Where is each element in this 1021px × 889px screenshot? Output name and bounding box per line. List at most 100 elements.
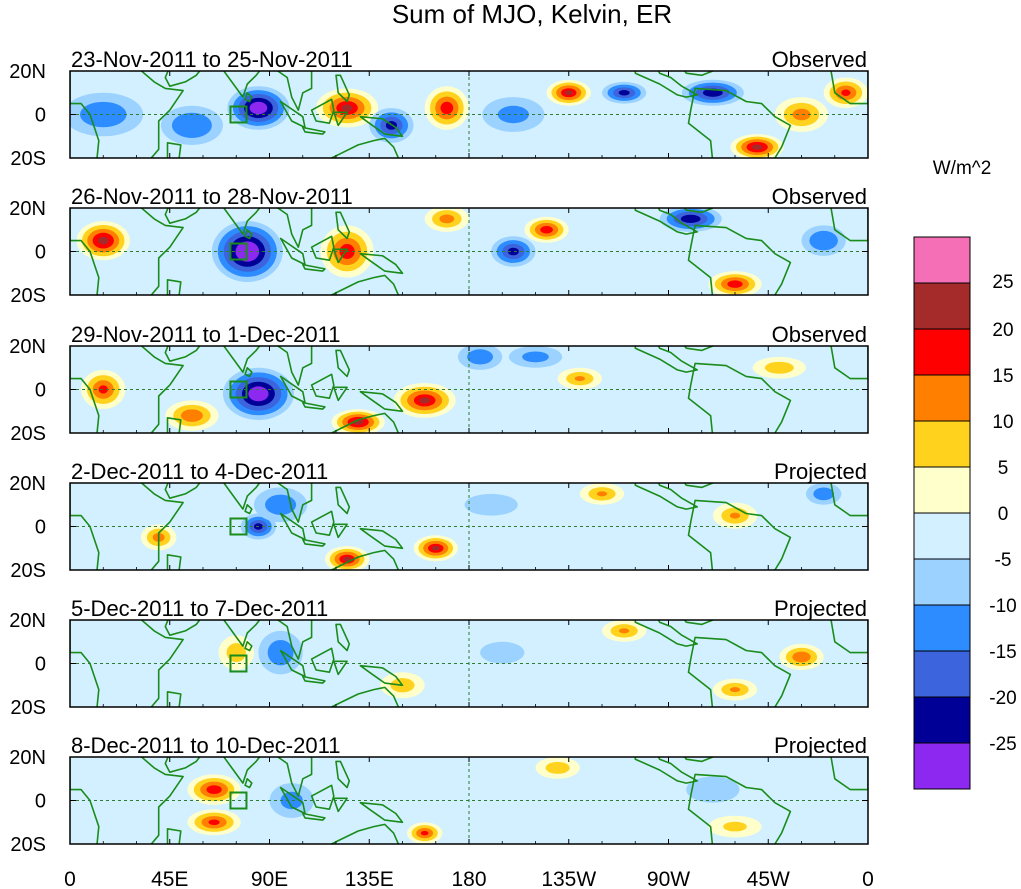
anomaly-cell (792, 108, 811, 121)
coastline (830, 346, 868, 380)
anomaly-cell (686, 776, 740, 803)
y-tick-label: 0 (35, 654, 46, 676)
anomaly-cell (420, 830, 429, 836)
coastline (276, 620, 313, 660)
coastline (310, 647, 335, 674)
panel-status: Observed (772, 322, 867, 347)
x-tick-label: 0 (862, 868, 874, 889)
colorbar-swatch (913, 374, 971, 422)
coastline (70, 620, 184, 707)
coastline (329, 137, 400, 158)
coastline (359, 390, 404, 413)
coastline (830, 620, 868, 654)
coastline (310, 373, 335, 400)
panel-6: 20N 0 20S 8-Dec-2011 to 10-Dec-2011 Projecte… (9, 733, 869, 856)
coastline (332, 523, 348, 539)
anomaly-cell (680, 214, 701, 224)
coastline (335, 760, 351, 789)
coastline (687, 773, 792, 844)
colorbar-swatch (913, 512, 971, 560)
anomaly-cell (596, 491, 608, 497)
coastline (276, 346, 313, 386)
x-tick-label: 0 (64, 868, 76, 889)
coastline (166, 690, 182, 707)
panel-date-range: 5-Dec-2011 to 7-Dec-2011 (71, 596, 328, 621)
x-tick-label: 45W (747, 868, 790, 889)
x-tick-label: 135W (541, 868, 596, 889)
coastline (335, 211, 351, 240)
anomaly-cell (248, 386, 269, 402)
coastline (301, 675, 326, 684)
panel-2: 20N 0 20S 26-Nov-2011 to 28-Nov-2011 Observe… (9, 184, 869, 307)
y-tick-label: 20S (10, 697, 46, 719)
anomaly-cell (507, 247, 519, 256)
colorbar-label: -15 (989, 642, 1016, 663)
coastline (359, 115, 404, 138)
coastline (164, 208, 201, 224)
coastline (276, 208, 313, 248)
colorbar-label: 25 (992, 272, 1013, 293)
panel-date-range: 2-Dec-2011 to 4-Dec-2011 (71, 459, 328, 484)
coastline (683, 620, 714, 626)
panels-group: 20N 0 20S 23-Nov-2011 to 25-Nov-2011 Observe… (9, 47, 869, 856)
coastline (70, 757, 184, 844)
coastline (222, 757, 261, 784)
panel-status: Projected (774, 596, 867, 621)
coastline (222, 346, 261, 373)
coastline (70, 71, 184, 158)
coastline (329, 412, 400, 433)
anomaly-cell (522, 351, 549, 363)
panel-status: Observed (772, 47, 867, 72)
colorbar-label: 10 (992, 412, 1013, 433)
coastline (164, 71, 201, 87)
anomaly-cell (467, 349, 494, 365)
y-tick-label: 0 (35, 380, 46, 402)
coastline (276, 483, 313, 523)
anomaly-field (187, 757, 762, 844)
anomaly-cell (751, 144, 763, 150)
panel-status: Projected (774, 459, 867, 484)
coastline (166, 278, 182, 295)
coastline (164, 757, 201, 774)
coastline (222, 620, 261, 647)
x-tick-label: 135E (345, 868, 394, 889)
anomaly-cell (813, 487, 835, 501)
y-tick-label: 0 (35, 105, 46, 127)
coastline (164, 483, 201, 500)
anomaly-cell (564, 90, 573, 96)
coastline (687, 499, 792, 570)
anomaly-cell (206, 785, 222, 794)
colorbar-label: 0 (998, 504, 1009, 525)
anomaly-cell (545, 761, 570, 774)
chart-title: Sum of MJO, Kelvin, ER (392, 0, 672, 29)
coastline (70, 483, 184, 570)
panel-date-range: 23-Nov-2011 to 25-Nov-2011 (71, 47, 353, 72)
coastline (830, 757, 868, 791)
panel-4: 20N 0 20S 2-Dec-2011 to 4-Dec-2011 Projected (9, 459, 869, 582)
x-tick-label: 90W (647, 868, 690, 889)
colorbar-swatch (913, 558, 971, 606)
panel-status: Observed (772, 184, 867, 209)
anomaly-cell (98, 385, 108, 394)
colorbar-label: 5 (998, 458, 1009, 479)
coastline (166, 827, 182, 844)
anomaly-field (140, 483, 842, 570)
x-tick-label: 180 (451, 868, 486, 889)
coastlines (70, 208, 868, 295)
coastline (329, 549, 400, 570)
y-tick-label: 20N (9, 61, 46, 83)
coastlines (70, 620, 868, 707)
coastline (687, 362, 792, 433)
coastline (335, 486, 351, 515)
coastline (244, 92, 253, 103)
colorbar-label: -10 (989, 596, 1016, 617)
colorbar-swatch (913, 236, 971, 284)
coastline (301, 812, 326, 821)
coastline (359, 801, 404, 824)
colorbar-label: -20 (989, 688, 1016, 709)
coastline (332, 797, 348, 813)
coastline (335, 74, 351, 103)
coastline (244, 777, 253, 789)
anomaly-cell (729, 687, 741, 693)
